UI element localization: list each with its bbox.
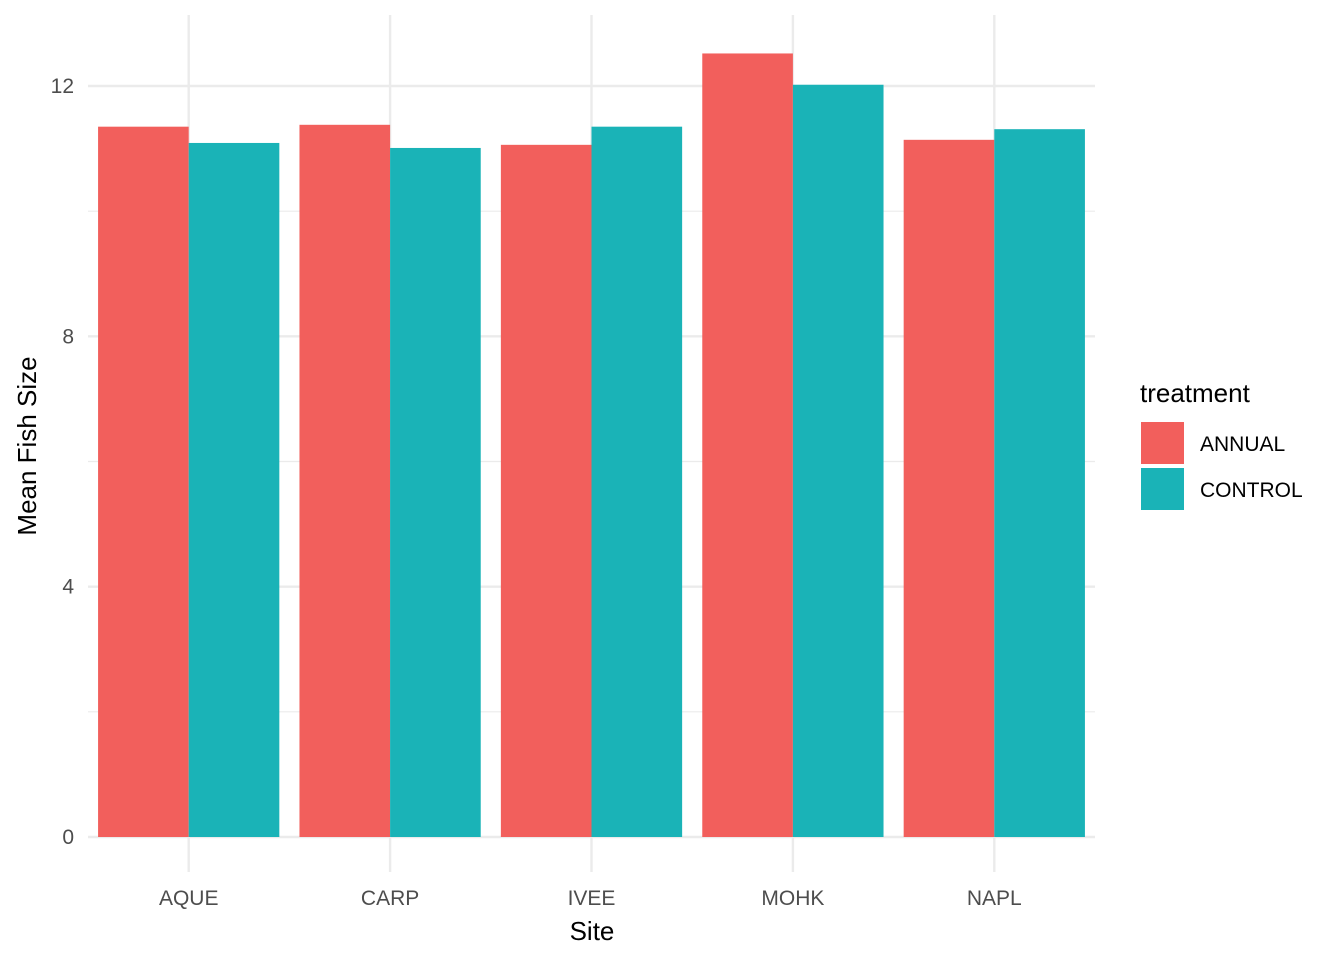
legend-key-control [1141,468,1184,510]
y-tick-label: 8 [62,325,74,348]
bar-aque-annual [98,126,189,837]
y-tick-label: 12 [51,75,74,98]
x-tick-label: IVEE [568,887,616,910]
y-axis-ticks: 0 4 8 12 [51,75,75,849]
legend-label-annual: ANNUAL [1200,433,1285,456]
bar-ivee-control [591,126,683,837]
bar-aque-control [188,142,280,838]
x-axis-ticks: AQUE CARP IVEE MOHK NAPL [159,887,1022,910]
bar-carp-annual [299,124,391,838]
legend-label-control: CONTROL [1200,479,1303,502]
bar-napl-annual [903,139,995,838]
y-tick-label: 4 [62,576,74,599]
y-axis-title: Mean Fish Size [12,356,42,535]
bars [98,53,1085,838]
bar-carp-control [390,147,481,837]
bar-mohk-annual [702,53,793,837]
x-tick-label: NAPL [967,887,1022,910]
legend-key-annual [1141,422,1184,464]
x-tick-label: CARP [361,887,419,910]
legend-title: treatment [1140,378,1251,408]
x-axis-title: Site [570,916,615,946]
bar-mohk-control [792,84,884,837]
legend-items: ANNUAL CONTROL [1141,422,1303,510]
x-tick-label: AQUE [159,887,219,910]
x-tick-label: MOHK [761,887,824,910]
bar-ivee-annual [500,144,592,837]
y-tick-label: 0 [62,826,74,849]
bar-napl-control [994,129,1085,837]
legend: treatment ANNUAL CONTROL [1140,378,1303,510]
